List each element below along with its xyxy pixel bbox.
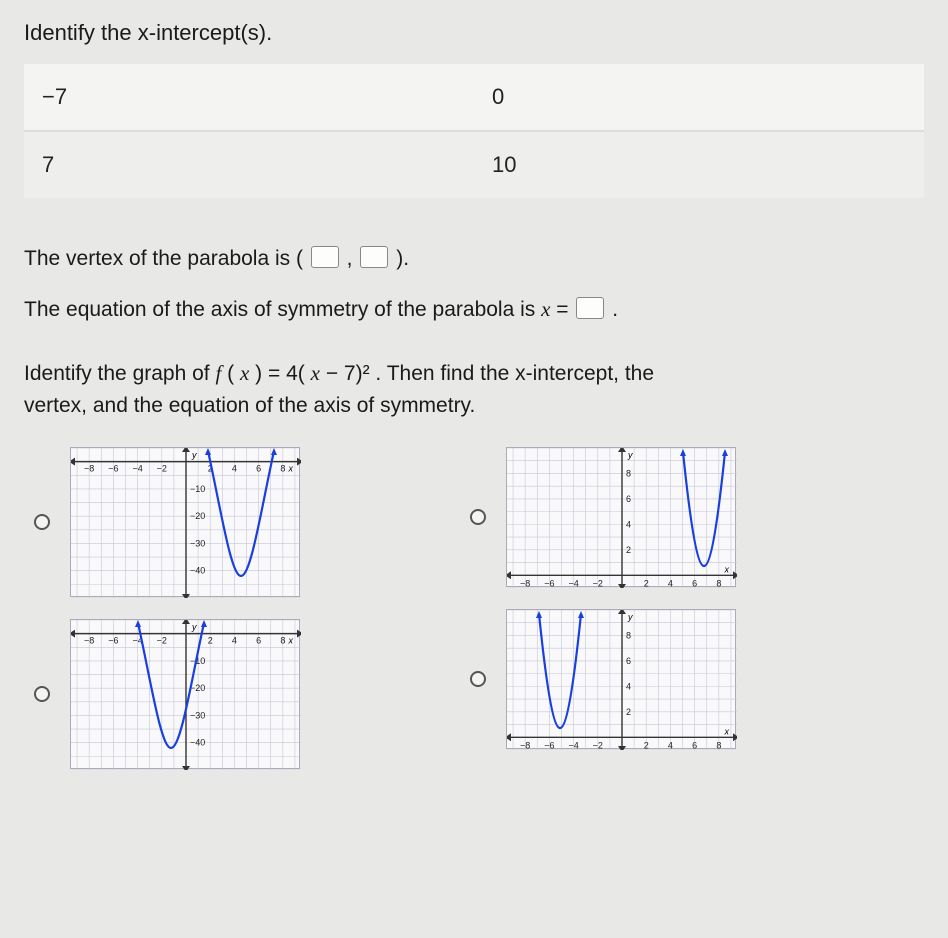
identify-graph-prompt: Identify the graph of f ( x ) = 4( x − 7…: [24, 358, 924, 421]
identify-text-1a: Identify the graph of: [24, 362, 215, 385]
svg-text:4: 4: [626, 519, 631, 529]
vertex-text-before: The vertex of the parabola is (: [24, 247, 303, 270]
axis-text-after: .: [612, 298, 618, 321]
vertex-statement: The vertex of the parabola is ( , ).: [24, 246, 924, 271]
svg-text:y: y: [627, 450, 633, 460]
svg-text:8: 8: [626, 630, 631, 640]
svg-text:y: y: [191, 622, 197, 632]
svg-text:x: x: [288, 464, 294, 474]
identify-paren-open: (: [227, 362, 234, 385]
identify-fn: f: [215, 361, 221, 385]
svg-text:−4: −4: [568, 578, 578, 588]
svg-text:−4: −4: [132, 464, 142, 474]
svg-text:y: y: [627, 612, 633, 622]
identify-rest: − 7)²: [326, 362, 370, 385]
svg-text:6: 6: [256, 636, 261, 646]
svg-text:x: x: [724, 726, 730, 736]
svg-text:4: 4: [232, 464, 237, 474]
svg-text:−6: −6: [544, 740, 554, 750]
radio-b[interactable]: [470, 509, 486, 525]
radio-c[interactable]: [34, 686, 50, 702]
svg-text:8: 8: [716, 740, 721, 750]
svg-text:−30: −30: [190, 710, 205, 720]
svg-text:−6: −6: [108, 464, 118, 474]
svg-text:−2: −2: [593, 578, 603, 588]
svg-text:x: x: [288, 636, 294, 646]
svg-text:−30: −30: [190, 538, 205, 548]
prompt-x-intercepts: Identify the x-intercept(s).: [24, 20, 924, 46]
svg-text:−8: −8: [84, 636, 94, 646]
axis-statement: The equation of the axis of symmetry of …: [24, 297, 924, 322]
svg-text:−40: −40: [190, 738, 205, 748]
svg-text:−4: −4: [568, 740, 578, 750]
vertex-x-blank[interactable]: [311, 246, 339, 268]
identify-text-1b: . Then find the x-intercept, the: [375, 362, 654, 385]
answer-choice-table: −7 0 7 10: [24, 64, 924, 198]
graph-b: −8 −6 −4 −2 2 4 6 8 8 6 4 2 y x: [506, 447, 736, 587]
svg-text:2: 2: [208, 636, 213, 646]
radio-d[interactable]: [470, 671, 486, 687]
axis-equals: =: [556, 298, 574, 321]
svg-text:8: 8: [280, 464, 285, 474]
svg-text:−2: −2: [157, 464, 167, 474]
vertex-comma: ,: [347, 247, 353, 270]
svg-text:6: 6: [626, 494, 631, 504]
graph-option-b[interactable]: −8 −6 −4 −2 2 4 6 8 8 6 4 2 y x: [470, 447, 736, 587]
identify-eq: = 4(: [268, 362, 305, 385]
vertex-y-blank[interactable]: [360, 246, 388, 268]
svg-text:−8: −8: [520, 740, 530, 750]
svg-text:−40: −40: [190, 566, 205, 576]
svg-text:6: 6: [692, 578, 697, 588]
svg-text:−8: −8: [520, 578, 530, 588]
identify-paren-close: ): [255, 362, 262, 385]
choice-10[interactable]: 10: [474, 131, 924, 198]
svg-text:6: 6: [626, 656, 631, 666]
graph-option-a[interactable]: −8−6−4−22468−10−20−30−40yx: [34, 447, 300, 597]
svg-text:−8: −8: [84, 464, 94, 474]
axis-text-before: The equation of the axis of symmetry of …: [24, 298, 541, 321]
radio-a[interactable]: [34, 514, 50, 530]
svg-text:2: 2: [626, 707, 631, 717]
svg-text:−10: −10: [190, 484, 205, 494]
graph-d: −8 −6 −4 −2 2 4 6 8 8 6 4 2 y x: [506, 609, 736, 749]
svg-text:y: y: [191, 450, 197, 460]
svg-text:8: 8: [626, 468, 631, 478]
svg-text:−2: −2: [157, 636, 167, 646]
identify-text-2: vertex, and the equation of the axis of …: [24, 394, 475, 417]
svg-text:6: 6: [692, 740, 697, 750]
identify-x1: x: [240, 361, 249, 385]
svg-text:−20: −20: [190, 511, 205, 521]
svg-text:2: 2: [644, 740, 649, 750]
svg-text:8: 8: [280, 636, 285, 646]
svg-text:−2: −2: [593, 740, 603, 750]
graph-option-c[interactable]: −8−6−4−22468−10−20−30−40yx: [34, 619, 300, 769]
svg-text:−6: −6: [108, 636, 118, 646]
axis-var-x: x: [541, 297, 550, 321]
vertex-text-after: ).: [396, 247, 409, 270]
graph-options: −8−6−4−22468−10−20−30−40yx −8−6−4−22468−…: [34, 447, 924, 769]
choice-7[interactable]: 7: [24, 131, 474, 198]
svg-text:4: 4: [232, 636, 237, 646]
choice-0[interactable]: 0: [474, 64, 924, 131]
svg-text:2: 2: [644, 578, 649, 588]
graph-c: −8−6−4−22468−10−20−30−40yx: [70, 619, 300, 769]
svg-text:x: x: [724, 564, 730, 574]
graph-a: −8−6−4−22468−10−20−30−40yx: [70, 447, 300, 597]
svg-text:4: 4: [626, 681, 631, 691]
svg-text:4: 4: [668, 578, 673, 588]
svg-text:2: 2: [626, 545, 631, 555]
axis-value-blank[interactable]: [576, 297, 604, 319]
graph-option-d[interactable]: −8 −6 −4 −2 2 4 6 8 8 6 4 2 y x: [470, 609, 736, 749]
identify-x2: x: [311, 361, 320, 385]
choice-neg7[interactable]: −7: [24, 64, 474, 131]
svg-text:8: 8: [716, 578, 721, 588]
svg-text:6: 6: [256, 464, 261, 474]
svg-text:−6: −6: [544, 578, 554, 588]
svg-text:4: 4: [668, 740, 673, 750]
